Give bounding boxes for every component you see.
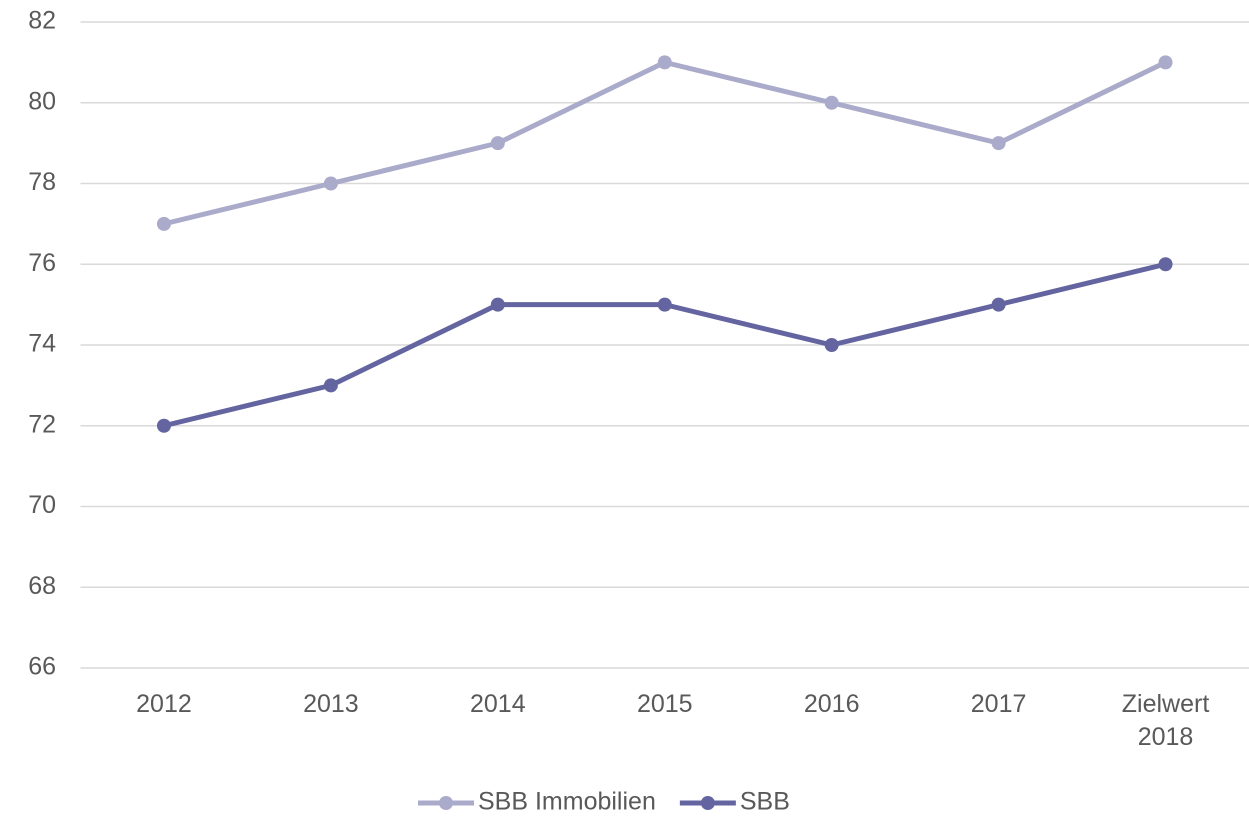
y-tick-label: 70 [28, 491, 56, 519]
x-tick-label: 2012 [136, 690, 192, 718]
legend-label: SBB [740, 788, 790, 816]
x-tick-label: 2014 [470, 690, 526, 718]
y-tick-label: 66 [28, 653, 56, 681]
marker [991, 297, 1006, 312]
x-tick-label: 2013 [303, 690, 359, 718]
y-tick-label: 74 [28, 330, 56, 358]
marker [156, 216, 171, 231]
y-tick-label: 82 [28, 7, 56, 35]
legend-marker [439, 796, 453, 810]
x-tick-label: Zielwert 2018 [1121, 690, 1210, 751]
y-tick-label: 72 [28, 410, 56, 438]
marker [1158, 257, 1173, 272]
y-tick-label: 78 [28, 168, 56, 196]
x-tick-label: 2015 [636, 690, 693, 718]
legend-label: SBB Immobilien [478, 788, 656, 816]
y-tick-label: 80 [28, 87, 56, 115]
line [163, 59, 1167, 227]
marker [1158, 55, 1173, 70]
x-tick-label: 2017 [970, 690, 1027, 718]
marker [156, 418, 171, 433]
marker [657, 55, 672, 70]
marker [824, 95, 839, 110]
marker [657, 297, 672, 312]
legend-marker [700, 796, 715, 810]
marker [824, 338, 839, 352]
y-tick-label: 68 [28, 572, 56, 600]
marker [490, 136, 505, 151]
marker [991, 136, 1006, 151]
x-tick-label: 2016 [803, 690, 860, 718]
marker [323, 176, 338, 191]
marker [490, 297, 505, 312]
y-tick-label: 76 [28, 249, 56, 277]
marker [323, 378, 338, 393]
